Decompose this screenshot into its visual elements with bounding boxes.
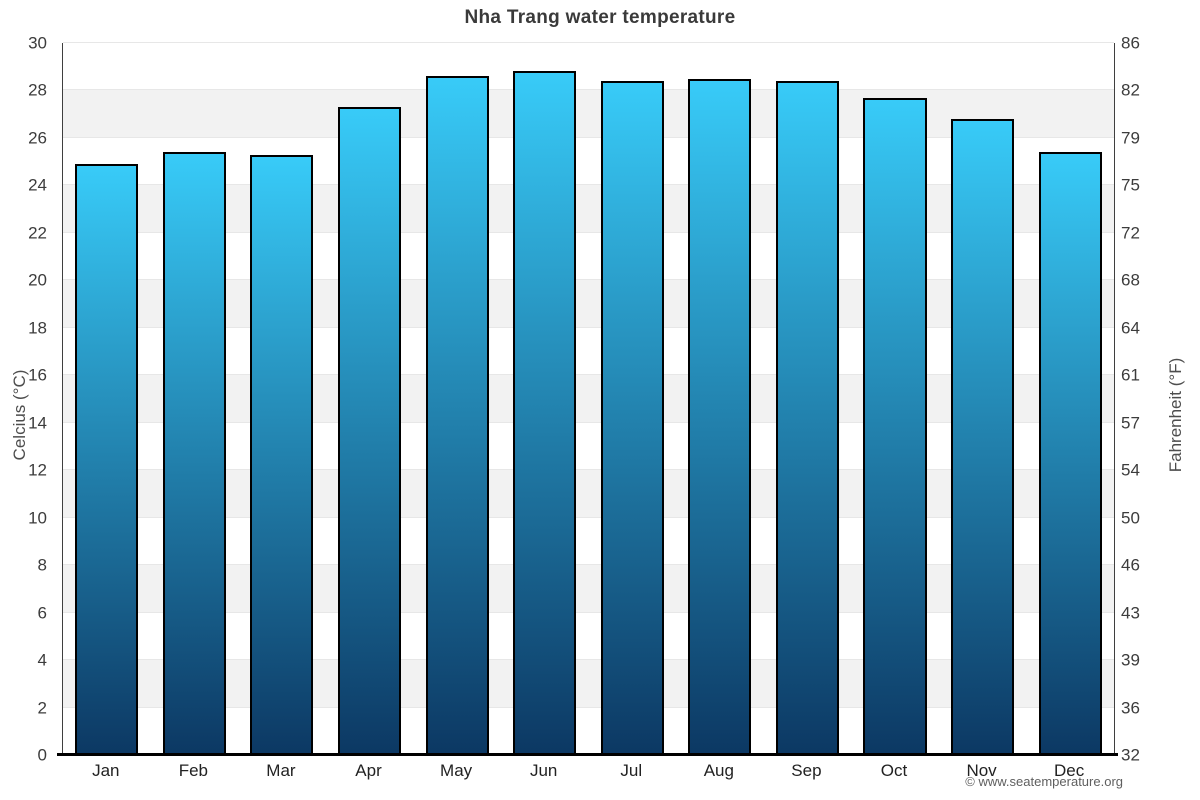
- y-axis-tick-label-fahrenheit: 57: [1121, 413, 1140, 433]
- y-axis-labels-celsius: 0 2 4 6 8 10 12 14 16 18 20 22 24 26 28 30: [0, 35, 54, 764]
- gridline: [63, 279, 1114, 281]
- y-axis-tick-label-fahrenheit: 61: [1121, 365, 1140, 385]
- y-axis-tick-label-fahrenheit: 43: [1121, 603, 1140, 623]
- bar-may[interactable]: [425, 76, 489, 755]
- gridline: [63, 706, 1114, 708]
- y-axis-tick-label-fahrenheit: 82: [1121, 80, 1140, 100]
- bar-slot: [764, 43, 852, 755]
- bar-jan[interactable]: [75, 164, 139, 755]
- grid-band: [63, 280, 1114, 328]
- y-axis-tick-label-celsius: 22: [28, 223, 47, 243]
- bar-apr[interactable]: [338, 107, 402, 755]
- y-axis-tick-label-celsius: 10: [28, 508, 47, 528]
- y-axis-tick-label-celsius: 12: [28, 460, 47, 480]
- y-axis-tick-label-celsius: 4: [37, 650, 47, 670]
- x-axis-label: Oct: [880, 761, 908, 780]
- bar-feb[interactable]: [162, 152, 226, 755]
- bar-slot: [63, 43, 151, 755]
- gridline: [63, 659, 1114, 661]
- grid-band: [63, 90, 1114, 138]
- x-axis-label: Sep: [791, 761, 822, 780]
- y-axis-tick-label-celsius: 2: [37, 698, 47, 718]
- gridline: [63, 469, 1114, 471]
- y-axis-tick-label-fahrenheit: 32: [1121, 745, 1140, 765]
- y-axis-tick-label-celsius: 16: [28, 365, 47, 385]
- y-axis-labels-fahrenheit: 32 36 39 43 46 50 54 57 61 64 68 72 75 79 82 86: [1121, 35, 1196, 764]
- y-axis-tick-label-celsius: 20: [28, 270, 47, 290]
- y-axis-tick-label-fahrenheit: 68: [1121, 270, 1140, 290]
- gridline: [63, 516, 1114, 518]
- bar-dec[interactable]: [1038, 152, 1102, 755]
- gridline: [63, 421, 1114, 423]
- bar-slot: [151, 43, 239, 755]
- y-axis-tick-label-fahrenheit: 39: [1121, 650, 1140, 670]
- x-axis-label: Jul: [620, 761, 643, 780]
- grid-band: [63, 660, 1114, 708]
- gridline: [63, 42, 1114, 43]
- y-axis-tick-label-celsius: 6: [37, 603, 47, 623]
- credit-link[interactable]: © www.seatemperature.org: [965, 774, 1123, 789]
- x-axis-label: Aug: [703, 761, 734, 780]
- chart-title: Nha Trang water temperature: [464, 7, 736, 28]
- y-axis-tick-label-celsius: 26: [28, 128, 47, 148]
- x-axis-line: [57, 753, 1118, 756]
- bar-aug[interactable]: [688, 78, 752, 755]
- y-axis-tick-label-celsius: 30: [28, 33, 47, 53]
- bar-slot: [939, 43, 1027, 755]
- y-axis-tick-label-celsius: 8: [37, 555, 47, 575]
- x-axis-label: Dec: [1054, 761, 1085, 780]
- x-axis-label: Jun: [529, 761, 558, 780]
- bar-slot: [1026, 43, 1114, 755]
- y-axis-tick-label-fahrenheit: 72: [1121, 223, 1140, 243]
- bar-slot: [501, 43, 589, 755]
- gridline: [63, 374, 1114, 376]
- y-axis-tick-label-fahrenheit: 54: [1121, 460, 1140, 480]
- x-axis-label: Apr: [355, 761, 382, 780]
- plot-area: [62, 42, 1115, 755]
- y-axis-tick-label-fahrenheit: 36: [1121, 698, 1140, 718]
- x-axis-label: Nov: [966, 761, 997, 780]
- bar-slot: [851, 43, 939, 755]
- bar-slot: [588, 43, 676, 755]
- bar-jun[interactable]: [513, 71, 577, 755]
- bar-mar[interactable]: [250, 154, 314, 755]
- gridline: [63, 564, 1114, 566]
- gridline: [63, 326, 1114, 328]
- x-axis-label: Feb: [178, 761, 209, 780]
- y-axis-tick-label-celsius: 24: [28, 175, 47, 195]
- y-axis-tick-label-celsius: 14: [28, 413, 47, 433]
- grid-band: [63, 470, 1114, 518]
- gridline: [63, 136, 1114, 138]
- gridline: [63, 184, 1114, 186]
- bar-oct[interactable]: [863, 97, 927, 755]
- y-axis-tick-label-fahrenheit: 79: [1121, 128, 1140, 148]
- y-axis-tick-label-celsius: 0: [37, 745, 47, 765]
- y-axis-tick-label-fahrenheit: 75: [1121, 175, 1140, 195]
- grid-band: [63, 185, 1114, 233]
- x-axis-labels: Jan Feb Mar Apr May Jun Jul Aug Sep Oct Nov Dec: [62, 761, 1113, 781]
- x-axis-label: Mar: [266, 761, 296, 780]
- bar-slot: [413, 43, 501, 755]
- bars-layer: [63, 43, 1114, 755]
- y-axis-tick-label-fahrenheit: 64: [1121, 318, 1140, 338]
- y-axis-tick-label-fahrenheit: 50: [1121, 508, 1140, 528]
- x-axis-label: May: [440, 761, 473, 780]
- grid-band: [63, 375, 1114, 423]
- gridline: [63, 231, 1114, 233]
- y-axis-tick-label-fahrenheit: 46: [1121, 555, 1140, 575]
- gridline: [63, 611, 1114, 613]
- y-axis-tick-label-fahrenheit: 86: [1121, 33, 1140, 53]
- grid-band: [63, 565, 1114, 613]
- bar-nov[interactable]: [951, 118, 1015, 755]
- y-axis-tick-label-celsius: 28: [28, 80, 47, 100]
- x-axis-label: Jan: [92, 761, 120, 780]
- bar-slot: [676, 43, 764, 755]
- bar-jul[interactable]: [600, 80, 664, 755]
- bar-sep[interactable]: [775, 80, 839, 755]
- y-axis-tick-label-celsius: 18: [28, 318, 47, 338]
- bar-slot: [238, 43, 326, 755]
- bar-slot: [326, 43, 414, 755]
- gridline: [63, 89, 1114, 91]
